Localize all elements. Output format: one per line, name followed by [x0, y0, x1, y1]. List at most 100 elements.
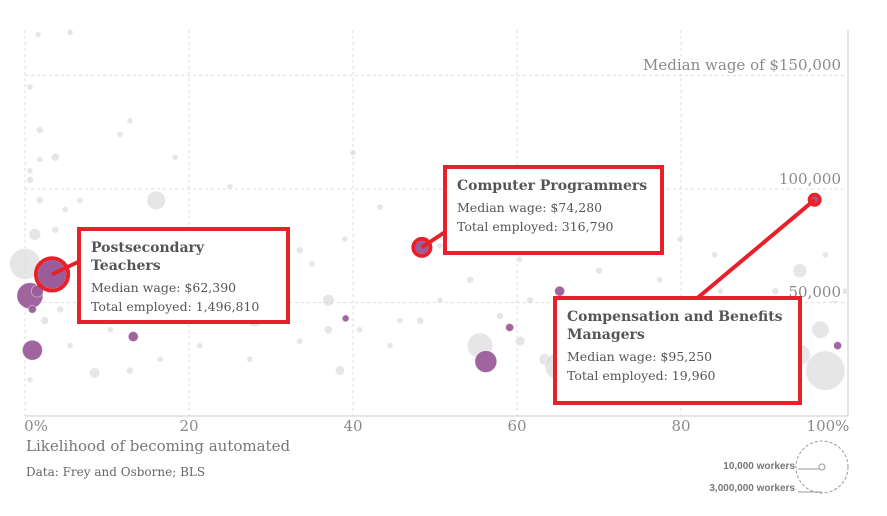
- annotation-employed: Total employed: 19,960: [567, 368, 716, 383]
- x-tick-label: 40: [343, 417, 363, 435]
- bubble: [595, 266, 603, 275]
- bubble: [126, 366, 134, 375]
- bubble: [76, 196, 84, 204]
- highlight-bubble: [554, 285, 566, 297]
- x-tick-label: 60: [507, 417, 527, 435]
- annotated-bubble: [37, 260, 67, 289]
- annotation-connector: [51, 260, 79, 277]
- bubble: [34, 31, 42, 39]
- x-tick-label: 20: [179, 417, 199, 435]
- bubble: [226, 183, 234, 191]
- bubble: [526, 296, 534, 305]
- bubble: [656, 276, 664, 284]
- bubble: [66, 28, 74, 36]
- annotation-connector: [693, 198, 816, 302]
- bubble: [196, 342, 204, 350]
- bubble: [466, 275, 475, 284]
- bubble: [516, 255, 523, 263]
- bubble: [61, 206, 69, 213]
- bubble: [89, 367, 101, 379]
- bubble: [246, 355, 254, 363]
- x-tick-label: 100%: [806, 417, 850, 435]
- bubble: [146, 190, 166, 210]
- annotation-title: Compensation and Benefits Managers: [567, 309, 783, 343]
- bubble: [436, 242, 444, 250]
- bubble: [296, 337, 304, 345]
- bubble: [26, 176, 34, 184]
- highlight-bubble: [474, 350, 498, 373]
- highlight-bubble: [21, 339, 43, 361]
- annotation-title: Computer Programmers: [457, 178, 648, 194]
- annotation-ring: [411, 236, 433, 258]
- size-legend-small-circle: [818, 463, 826, 471]
- bubble: [495, 312, 504, 320]
- bubble: [805, 350, 846, 391]
- bubble: [676, 235, 684, 243]
- highlight-bubble: [27, 304, 37, 314]
- bubble: [386, 342, 394, 350]
- annotation-wage: Median wage: $74,280: [457, 200, 603, 215]
- y-tick-label: Median wage of $150,000: [641, 56, 843, 74]
- bubble: [171, 153, 179, 161]
- size-legend-large: 3,000,000 workers: [709, 483, 795, 494]
- bubble: [811, 320, 830, 339]
- x-axis-title: Likelihood of becoming automated: [26, 437, 291, 455]
- annotation-compensation-benefits-managers: Compensation and Benefits Managers Media…: [553, 296, 802, 405]
- bubble: [349, 149, 357, 157]
- annotation-title: Postsecondary Teachers: [91, 240, 205, 274]
- bubble: [308, 260, 316, 268]
- annotation-employed: Total employed: 1,496,810: [91, 299, 260, 314]
- annotation-connector: [420, 230, 447, 250]
- highlight-bubble: [505, 323, 515, 332]
- size-legend-small: 10,000 workers: [723, 461, 795, 472]
- x-tick-label: 0%: [24, 417, 48, 435]
- bubble: [396, 317, 404, 325]
- bubble: [341, 235, 349, 243]
- highlight-bubble: [341, 314, 350, 323]
- bubble: [334, 365, 345, 376]
- annotation-wage: Median wage: $95,250: [567, 349, 713, 364]
- bubble: [515, 336, 526, 347]
- bubble: [51, 225, 60, 234]
- bubble: [40, 316, 50, 326]
- bubble: [106, 326, 114, 334]
- bubble: [821, 251, 829, 259]
- bubble: [376, 203, 384, 211]
- size-legend-large-circle: [795, 440, 849, 494]
- bubble: [35, 126, 44, 134]
- bubble: [416, 316, 425, 325]
- annotation-employed: Total employed: 316,790: [457, 219, 614, 234]
- annotation-postsecondary-teachers: Postsecondary Teachers Median wage: $62,…: [77, 227, 290, 324]
- bubble: [156, 355, 164, 363]
- highlight-bubble: [127, 331, 139, 342]
- bubble: [771, 287, 780, 296]
- bubble: [36, 156, 44, 163]
- annotation-ring: [807, 192, 822, 207]
- bubble: [28, 228, 42, 241]
- bubble: [26, 83, 34, 91]
- source-note: Data: Frey and Osborne; BLS: [26, 465, 206, 479]
- highlight-bubble: [833, 341, 843, 351]
- annotation-wage: Median wage: $62,390: [91, 280, 237, 295]
- bubble: [295, 246, 304, 255]
- bubble: [66, 342, 74, 350]
- bubble: [436, 296, 444, 304]
- bubble: [356, 326, 363, 334]
- bubble: [35, 196, 44, 205]
- bubble: [323, 325, 333, 335]
- x-tick-label: 80: [671, 417, 691, 435]
- bubble: [322, 294, 335, 307]
- bubble: [26, 167, 34, 175]
- annotation-ring: [33, 256, 71, 293]
- bubble: [792, 263, 808, 279]
- bubble: [716, 287, 724, 295]
- y-tick-label: 100,000: [776, 170, 843, 188]
- annotation-computer-programmers: Computer Programmers Median wage: $74,28…: [443, 165, 664, 255]
- bubble: [116, 131, 124, 138]
- bubble: [50, 152, 60, 162]
- bubble: [56, 305, 65, 314]
- bubble: [711, 251, 719, 259]
- bubble: [26, 376, 34, 384]
- bubble: [126, 117, 134, 125]
